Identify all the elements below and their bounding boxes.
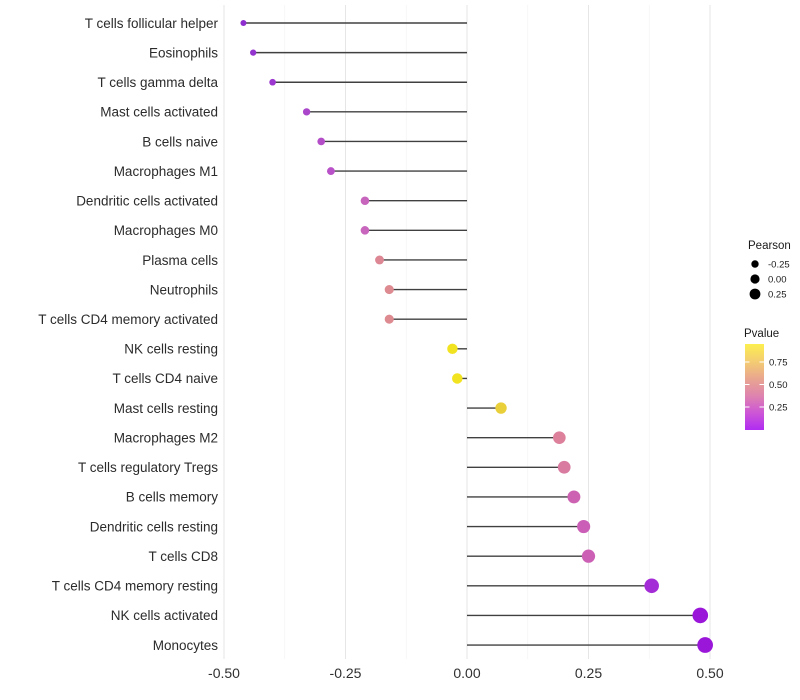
lollipop-row <box>467 490 581 504</box>
lollipop-row <box>452 373 467 384</box>
y-axis-labels: T cells follicular helper Eosinophils T ce… <box>38 16 218 653</box>
y-category-label: Neutrophils <box>150 282 219 297</box>
y-category-label: Macrophages M1 <box>114 164 218 179</box>
y-category-label: Macrophages M0 <box>114 223 218 238</box>
data-point <box>375 255 384 265</box>
data-point <box>250 49 257 56</box>
legend-pvalue-label: 0.75 <box>769 358 788 369</box>
data-point <box>581 549 596 563</box>
lollipop-row <box>384 314 467 324</box>
lollipop-row <box>467 607 709 624</box>
lollipop-row <box>317 137 467 146</box>
y-category-label: T cells regulatory Tregs <box>78 460 218 475</box>
y-category-label: Mast cells activated <box>100 105 218 120</box>
data-point <box>692 607 709 624</box>
data-point <box>326 167 335 176</box>
lollipop-row <box>467 578 659 594</box>
y-category-label: B cells memory <box>126 490 219 505</box>
legend-size-label: -0.25 <box>768 260 790 271</box>
legend-size-dot <box>750 274 760 284</box>
legend-pvalue-label: 0.25 <box>769 403 788 414</box>
data-point <box>269 78 276 86</box>
legend-pearson-entries: -0.25 0.00 0.25 <box>749 260 790 301</box>
legend-pvalue-gradient-bar <box>745 344 764 430</box>
data-point <box>697 637 713 653</box>
x-tick-label: 0.25 <box>575 665 602 681</box>
y-category-label: Plasma cells <box>142 253 218 268</box>
lollipop-row <box>467 637 713 653</box>
y-category-label: NK cells activated <box>111 608 218 623</box>
y-category-label: Macrophages M2 <box>114 430 218 445</box>
x-axis-labels: -0.50 -0.25 0.00 0.25 0.50 <box>208 665 724 681</box>
lollipop-series <box>240 19 713 653</box>
y-category-label: T cells gamma delta <box>97 75 218 90</box>
data-point <box>447 343 458 355</box>
legend-size-dot <box>749 288 761 300</box>
legend-pearson-title: Pearson <box>748 240 791 252</box>
data-point <box>495 402 507 414</box>
legend-pearson: Pearson -0.25 0.00 0.25 <box>748 240 791 301</box>
lollipop-row <box>375 255 467 265</box>
lollipop-row <box>447 343 467 355</box>
data-point <box>577 519 591 534</box>
lollipop-row <box>326 167 467 176</box>
legend-pvalue: Pvalue 0.75 0.50 0.25 <box>744 328 788 430</box>
x-tick-label: -0.50 <box>208 665 240 681</box>
data-point <box>644 578 659 594</box>
lollipop-row <box>240 19 467 27</box>
lollipop-row <box>467 460 571 474</box>
y-category-label: NK cells resting <box>124 342 218 357</box>
lollipop-row <box>467 402 507 414</box>
y-category-label: Monocytes <box>153 638 219 653</box>
data-point <box>452 373 463 384</box>
data-point <box>557 460 571 474</box>
data-point <box>360 226 370 235</box>
y-category-label: T cells CD4 naive <box>112 371 218 386</box>
lollipop-row <box>467 431 566 444</box>
y-category-label: Eosinophils <box>149 45 218 60</box>
y-category-label: T cells CD4 memory activated <box>38 312 218 327</box>
lollipop-row <box>467 549 596 563</box>
lollipop-row <box>384 285 467 295</box>
lollipop-row <box>302 108 467 116</box>
lollipop-row <box>467 519 591 534</box>
y-category-label: Dendritic cells activated <box>76 194 218 209</box>
x-tick-label: 0.50 <box>696 665 723 681</box>
lollipop-row <box>250 49 467 56</box>
data-point <box>567 490 581 504</box>
y-category-label: T cells CD4 memory resting <box>52 579 218 594</box>
y-category-label: B cells naive <box>142 134 218 149</box>
legend-size-dot <box>751 260 759 268</box>
lollipop-row <box>360 196 467 205</box>
data-point <box>240 19 247 27</box>
y-category-label: T cells follicular helper <box>85 16 219 31</box>
legend-pvalue-title: Pvalue <box>744 328 779 340</box>
data-point <box>384 285 394 295</box>
legend-size-label: 0.00 <box>768 275 787 286</box>
data-point <box>317 137 326 146</box>
legend-pvalue-labels: 0.75 0.50 0.25 <box>745 358 788 414</box>
lollipop-row <box>360 226 467 235</box>
y-category-label: T cells CD8 <box>148 549 218 564</box>
y-category-label: Mast cells resting <box>114 401 218 416</box>
data-point <box>302 108 311 116</box>
data-point <box>360 196 370 205</box>
x-tick-label: 0.00 <box>453 665 480 681</box>
legend-pvalue-label: 0.50 <box>769 380 788 391</box>
x-tick-label: -0.25 <box>330 665 362 681</box>
lollipop-row <box>269 78 467 86</box>
y-category-label: Dendritic cells resting <box>90 519 218 534</box>
legend-size-label: 0.25 <box>768 290 787 301</box>
data-point <box>384 314 394 324</box>
gridlines <box>223 5 711 659</box>
data-point <box>553 431 566 444</box>
